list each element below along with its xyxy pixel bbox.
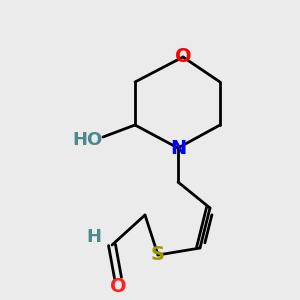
Text: H: H: [86, 228, 101, 246]
Text: O: O: [175, 47, 191, 67]
Text: S: S: [151, 245, 165, 265]
Text: N: N: [170, 139, 186, 158]
Text: O: O: [110, 277, 126, 296]
Text: HO: HO: [73, 131, 103, 149]
